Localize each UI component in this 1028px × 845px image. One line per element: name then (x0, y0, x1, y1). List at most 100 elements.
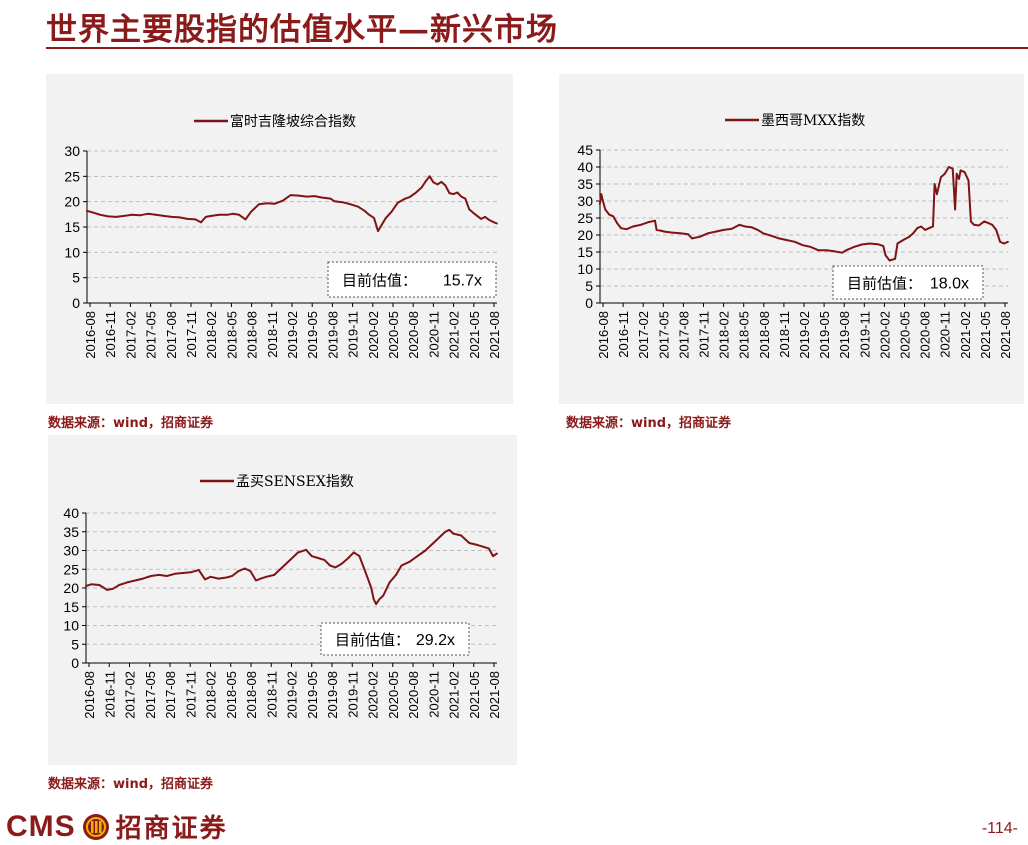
data-point (126, 581, 128, 584)
data-point (699, 235, 701, 238)
y-tick-label: 30 (577, 193, 593, 209)
data-point (395, 574, 397, 576)
data-point (882, 245, 885, 247)
data-point (691, 237, 693, 240)
data-point (258, 203, 260, 206)
data-point (440, 181, 443, 183)
data-point (428, 175, 431, 178)
x-tick-label: 2021-08 (487, 311, 502, 359)
x-tick-label: 2016-11 (103, 311, 118, 358)
x-tick-label: 2021-08 (487, 671, 502, 719)
data-point (250, 210, 252, 213)
data-point (139, 214, 141, 217)
x-tick-label: 2016-08 (83, 311, 98, 359)
y-tick-label: 25 (63, 561, 79, 577)
data-point (154, 213, 157, 216)
source-note-1: 数据来源：wind，招商证券 (48, 416, 214, 431)
data-point (762, 232, 765, 235)
data-point (131, 213, 133, 216)
data-point (388, 581, 391, 584)
data-point (756, 229, 759, 231)
data-point (954, 208, 956, 211)
page-title: 世界主要股指的估值水平—新兴市场 (46, 12, 558, 48)
data-point (977, 224, 980, 227)
x-tick-label: 2017-08 (163, 671, 178, 719)
data-point (809, 246, 812, 248)
data-point (460, 195, 463, 198)
data-point (111, 587, 114, 590)
data-point (217, 577, 220, 580)
data-point (231, 575, 234, 577)
data-point (444, 184, 447, 187)
data-point (612, 215, 615, 218)
data-point (266, 202, 268, 205)
data-point (464, 197, 467, 200)
data-point (84, 585, 87, 587)
data-point (958, 178, 960, 180)
data-point (738, 223, 741, 226)
annotation-label: 目前估值： (342, 272, 417, 290)
data-point (281, 199, 284, 202)
x-tick-label: 2019-02 (797, 311, 812, 359)
x-tick-label: 2021-02 (447, 671, 462, 719)
data-point (231, 212, 234, 215)
data-point (420, 186, 423, 189)
data-point (625, 228, 628, 231)
data-point (297, 551, 299, 554)
data-point (987, 222, 990, 225)
data-point (90, 583, 93, 586)
x-tick-label: 2018-11 (264, 671, 279, 718)
legend-label: 孟买SENSEX指数 (236, 474, 354, 490)
data-point (722, 229, 725, 231)
data-point (730, 228, 733, 230)
y-tick-label: 10 (577, 261, 593, 277)
x-tick-label: 2017-02 (123, 311, 138, 359)
data-point (833, 250, 836, 253)
y-tick-label: 25 (577, 210, 593, 226)
data-point (297, 194, 300, 197)
data-point (947, 166, 950, 168)
data-point (896, 242, 899, 245)
y-tick-label: 20 (577, 227, 593, 243)
y-tick-label: 15 (63, 599, 79, 615)
data-point (107, 215, 110, 218)
y-tick-label: 35 (63, 524, 79, 540)
data-point (488, 547, 490, 550)
data-point (225, 576, 228, 579)
x-tick-label: 2021-05 (467, 311, 482, 359)
data-point (750, 226, 753, 229)
title-divider (46, 47, 1028, 49)
data-point (825, 249, 828, 252)
data-point (194, 218, 197, 221)
data-point (687, 233, 690, 236)
x-tick-label: 2019-11 (346, 311, 361, 358)
data-point (416, 555, 419, 557)
data-point (853, 246, 855, 248)
data-point (244, 218, 247, 221)
x-tick-label: 2021-05 (978, 311, 993, 359)
data-point (876, 243, 879, 246)
data-point (476, 544, 478, 546)
x-tick-label: 2018-11 (777, 311, 792, 358)
annotation-box (832, 265, 984, 300)
data-point (608, 213, 611, 216)
y-tick-label: 15 (577, 244, 593, 260)
x-tick-label: 2020-02 (366, 671, 381, 719)
data-point (329, 197, 332, 200)
data-point (861, 243, 863, 246)
data-point (432, 181, 435, 184)
data-point (173, 572, 176, 575)
x-tick-label: 2017-05 (656, 311, 671, 359)
x-tick-label: 2020-08 (406, 671, 421, 719)
x-tick-label: 2021-08 (998, 311, 1013, 359)
x-tick-label: 2018-08 (757, 311, 772, 359)
data-point (476, 215, 479, 217)
data-point (289, 559, 292, 561)
data-point (448, 192, 451, 194)
data-point (249, 570, 252, 572)
data-point (147, 212, 149, 215)
data-point (943, 172, 946, 175)
legend-label: 墨西哥MXX指数 (761, 113, 865, 129)
data-point (118, 584, 121, 586)
data-point (744, 225, 746, 228)
